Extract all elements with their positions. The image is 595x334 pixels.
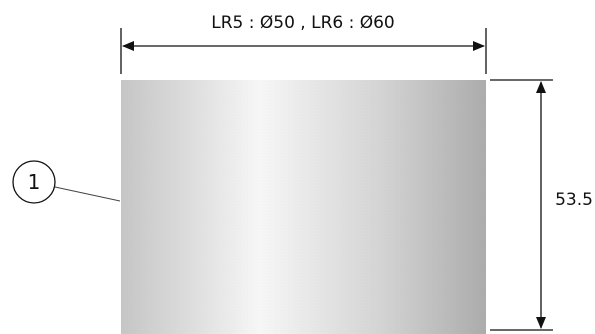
callout-balloon: 1	[12, 160, 121, 204]
part-body	[121, 80, 486, 334]
callout-number: 1	[28, 170, 41, 194]
height-dimension: 53.5	[490, 79, 593, 331]
leader-line	[54, 186, 121, 202]
callout-circle	[12, 160, 56, 204]
height-dimension-label: 53.5	[555, 190, 593, 210]
width-dimension-label: LR5 : Ø50 , LR6 : Ø60	[211, 13, 395, 33]
width-dimension: LR5 : Ø50 , LR6 : Ø60	[120, 13, 487, 74]
